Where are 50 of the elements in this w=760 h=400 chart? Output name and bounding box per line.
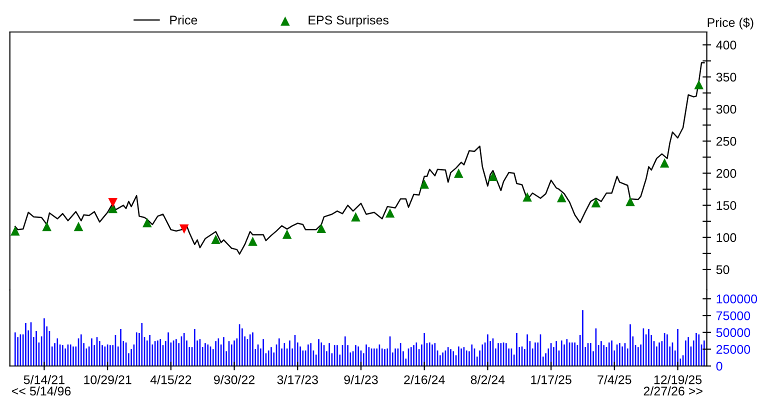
x-tick-label: 5/14/21: [24, 375, 64, 384]
point: [211, 234, 220, 244]
y-tick-label: 200: [716, 168, 736, 178]
y-tick-label: 350: [716, 72, 736, 82]
point: [420, 179, 429, 189]
point: [74, 222, 84, 232]
point: [316, 224, 326, 234]
x-tick-label: 1/17/25: [531, 375, 572, 384]
point: [591, 198, 601, 208]
y-tick-label: 150: [716, 201, 736, 210]
y-tick-label: 300: [716, 104, 736, 114]
point: [454, 168, 464, 178]
x-tick-label: 12/19/25: [654, 375, 702, 384]
point: [179, 224, 189, 234]
y-tick-label: 250: [716, 136, 736, 146]
point: [488, 172, 498, 182]
point: [522, 192, 532, 202]
x-tick-label: 2/16/24: [404, 375, 445, 384]
y-tick-label: 50000: [716, 328, 750, 338]
point: [694, 80, 704, 90]
x-tick-label: 4/15/22: [150, 375, 192, 384]
y-tick-label: 400: [716, 40, 736, 50]
point: [142, 218, 152, 228]
point: [385, 208, 395, 218]
point: [10, 226, 20, 236]
point: [248, 236, 258, 246]
legend-label: EPS Surprises: [308, 15, 389, 27]
x-tick-label: 9/30/22: [214, 375, 254, 384]
point: [626, 196, 635, 206]
x-tick-label: 10/29/21: [84, 375, 132, 384]
point: [660, 158, 670, 168]
point: [282, 230, 292, 239]
x-tick-label: 3/17/23: [277, 375, 318, 384]
y-axis-title: Price ($): [708, 18, 754, 30]
y-tick-label: 100000: [716, 294, 758, 304]
text: << 5/14/96: [12, 386, 71, 396]
y-tick-label: 50: [716, 265, 730, 274]
legend-label: Price: [170, 15, 198, 25]
x-tick-label: 8/2/24: [470, 375, 505, 384]
y-tick-label: 0: [716, 362, 722, 371]
x-tick-label: 9/1/23: [344, 375, 378, 384]
point: [556, 192, 566, 202]
y-tick-label: 75000: [716, 311, 750, 320]
y-tick-label: 100: [716, 233, 736, 242]
x-tick-label: 7/4/25: [598, 375, 632, 384]
point: [108, 198, 118, 208]
point: [42, 222, 52, 232]
text: 2/27/26 >>: [644, 386, 702, 396]
point: [351, 212, 360, 222]
y-tick-label: 25000: [716, 344, 750, 354]
